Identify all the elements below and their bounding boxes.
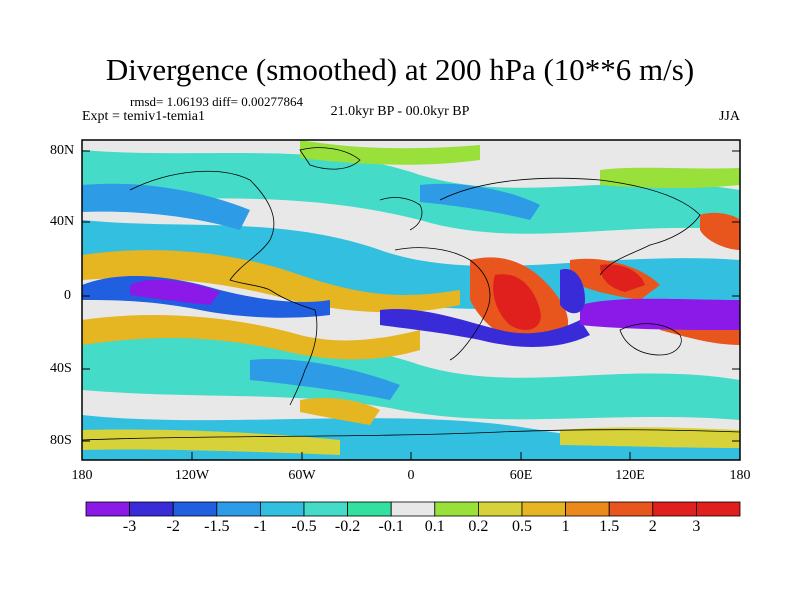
colorbar-label: -2 bbox=[166, 518, 180, 535]
colorbar-label: -0.1 bbox=[378, 518, 404, 535]
lon-label-120e: 120E bbox=[615, 468, 645, 483]
colorbar-label: -1 bbox=[253, 518, 268, 535]
lon-label-180e: 180 bbox=[729, 468, 751, 483]
colorbar-label: -0.2 bbox=[334, 518, 361, 535]
lat-label-80n: 80N bbox=[50, 143, 75, 158]
colorbar-swatch bbox=[259, 501, 305, 517]
lat-label-80s: 80S bbox=[50, 433, 72, 448]
colorbar-label: 1.5 bbox=[599, 518, 620, 535]
coastlines bbox=[82, 147, 740, 441]
colorbar-swatch bbox=[303, 501, 348, 517]
colorbar-swatch bbox=[477, 501, 523, 517]
lon-label-60w: 60W bbox=[288, 468, 316, 483]
colorbar-label: 0.5 bbox=[512, 518, 532, 535]
lon-label-180w: 180 bbox=[71, 468, 93, 483]
colorbar-swatch bbox=[652, 501, 697, 517]
period-text: 21.0kyr BP - 00.0kyr BP bbox=[330, 104, 470, 119]
colorbar-swatch bbox=[565, 501, 610, 517]
colorbar bbox=[85, 501, 741, 517]
season-text: JJA bbox=[718, 109, 740, 124]
colorbar-label: 2 bbox=[648, 518, 657, 535]
experiment-text: Expt = temiv1-temia1 bbox=[82, 109, 205, 124]
colorbar-label: 3 bbox=[692, 518, 701, 535]
colorbar-swatch bbox=[216, 501, 261, 517]
stats-text: rmsd= 1.06193 diff= 0.00277864 bbox=[130, 94, 303, 109]
colorbar-label: -0.5 bbox=[291, 518, 317, 535]
colorbar-swatch bbox=[521, 501, 566, 517]
lat-label-40s: 40S bbox=[50, 361, 72, 376]
lat-label-40n: 40N bbox=[50, 214, 75, 229]
colorbar-swatch bbox=[172, 501, 218, 517]
lat-label-0: 0 bbox=[64, 288, 71, 303]
divergence-field bbox=[82, 140, 740, 460]
colorbar-label: 0.2 bbox=[468, 518, 489, 535]
colorbar-swatch bbox=[390, 501, 436, 517]
colorbar-swatch bbox=[608, 501, 654, 517]
colorbar-label: -1.5 bbox=[204, 518, 230, 535]
colorbar-swatch bbox=[347, 501, 392, 517]
colorbar-swatch bbox=[434, 501, 479, 517]
lon-label-120w: 120W bbox=[174, 468, 210, 483]
lon-label-60e: 60E bbox=[509, 468, 533, 483]
chart-title: Divergence (smoothed) at 200 hPa (10**6 … bbox=[105, 52, 695, 87]
lon-label-0: 0 bbox=[407, 468, 415, 483]
colorbar-label: 1 bbox=[561, 518, 570, 535]
colorbar-label: 0.1 bbox=[424, 518, 445, 535]
colorbar-swatch bbox=[129, 501, 174, 517]
axis-ticks bbox=[82, 150, 740, 460]
colorbar-label: -3 bbox=[122, 518, 137, 535]
colorbar-swatch bbox=[696, 501, 741, 517]
colorbar-swatch bbox=[85, 501, 130, 517]
